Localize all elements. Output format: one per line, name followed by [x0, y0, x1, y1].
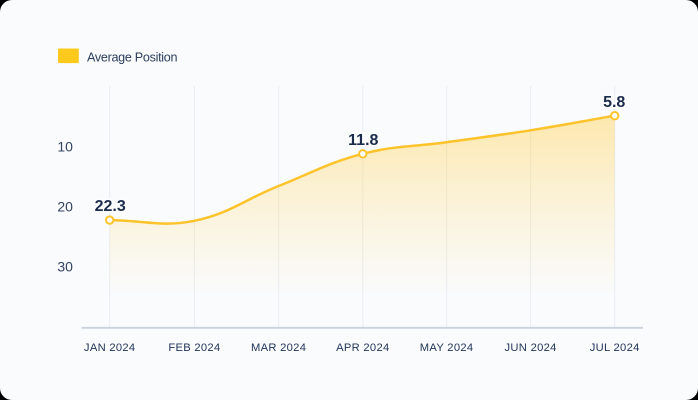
svg-text:FEB 2024: FEB 2024: [168, 342, 220, 354]
svg-text:11.8: 11.8: [348, 132, 378, 149]
svg-text:30: 30: [57, 258, 73, 274]
svg-text:20: 20: [57, 199, 73, 215]
svg-text:MAR 2024: MAR 2024: [251, 342, 306, 354]
svg-text:5.8: 5.8: [603, 94, 625, 111]
svg-text:10: 10: [57, 138, 73, 154]
svg-text:MAY 2024: MAY 2024: [420, 342, 474, 354]
svg-text:JUL 2024: JUL 2024: [590, 342, 640, 354]
svg-text:JAN 2024: JAN 2024: [84, 342, 136, 354]
svg-text:22.3: 22.3: [95, 198, 126, 215]
svg-text:JUN 2024: JUN 2024: [505, 342, 557, 354]
svg-text:APR 2024: APR 2024: [336, 342, 389, 354]
svg-text:Average Position: Average Position: [87, 50, 177, 64]
